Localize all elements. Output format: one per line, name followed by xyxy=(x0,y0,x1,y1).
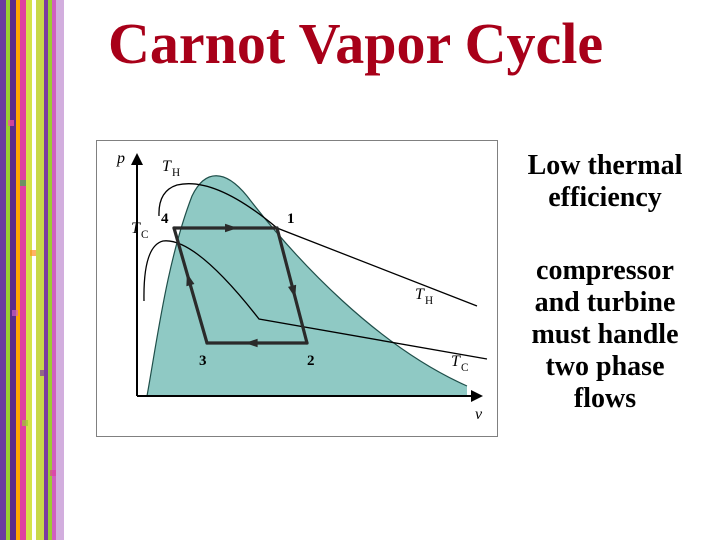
slide: Carnot Vapor Cycle pvTHTCTHTC1234 Low th… xyxy=(0,0,720,540)
pv-diagram: pvTHTCTHTC1234 xyxy=(96,140,498,437)
svg-text:H: H xyxy=(172,167,180,179)
pv-diagram-svg: pvTHTCTHTC1234 xyxy=(97,141,497,436)
svg-text:2: 2 xyxy=(307,353,315,369)
note-two-phase-flows: compressor and turbine must handle two p… xyxy=(510,255,700,415)
note-line: efficiency xyxy=(510,182,700,214)
note-low-thermal-efficiency: Low thermal efficiency xyxy=(510,150,700,214)
left-decor-band xyxy=(0,0,64,540)
note-line: must handle xyxy=(510,319,700,351)
svg-text:3: 3 xyxy=(199,353,207,369)
svg-text:4: 4 xyxy=(161,211,169,227)
svg-text:v: v xyxy=(475,406,483,423)
svg-text:T: T xyxy=(451,353,461,370)
svg-text:p: p xyxy=(116,150,125,167)
svg-text:C: C xyxy=(141,229,148,241)
note-line: flows xyxy=(510,383,700,415)
svg-text:1: 1 xyxy=(287,211,295,227)
note-line: and turbine xyxy=(510,287,700,319)
svg-text:T: T xyxy=(162,158,172,175)
note-line: compressor xyxy=(510,255,700,287)
svg-text:T: T xyxy=(131,220,141,237)
svg-text:T: T xyxy=(415,286,425,303)
svg-text:C: C xyxy=(461,362,468,374)
note-line: two phase xyxy=(510,351,700,383)
note-line: Low thermal xyxy=(510,150,700,182)
svg-text:H: H xyxy=(425,295,433,307)
slide-title: Carnot Vapor Cycle xyxy=(108,10,603,77)
